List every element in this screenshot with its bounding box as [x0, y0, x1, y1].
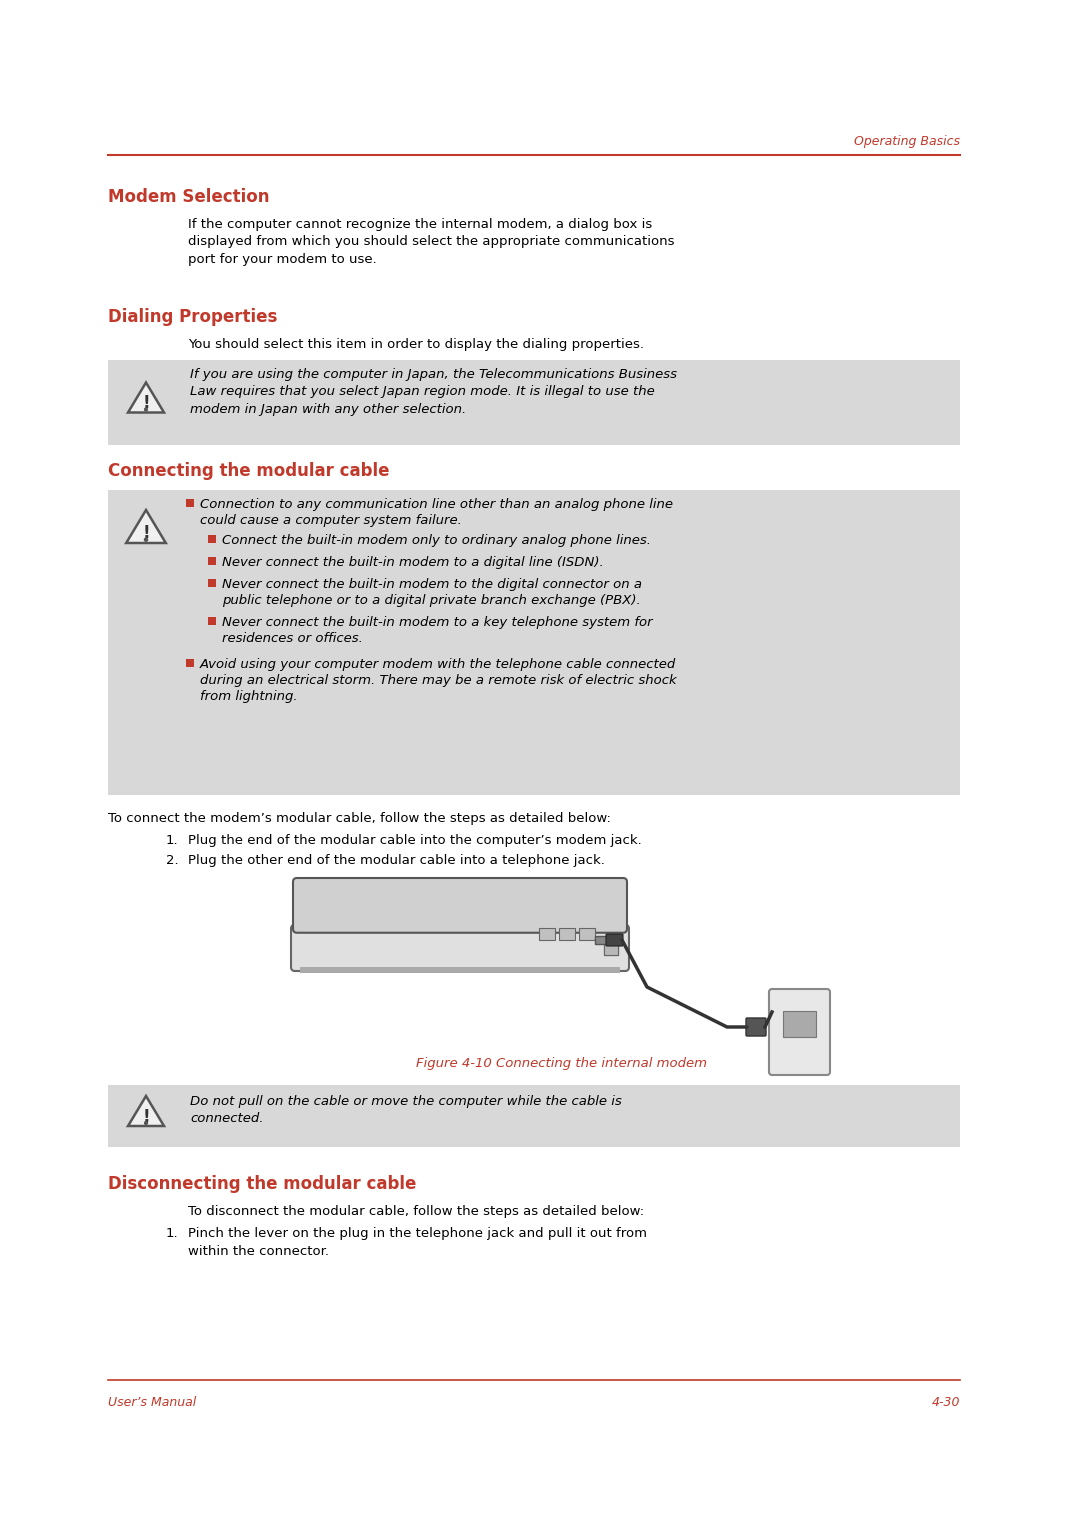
Text: 2.: 2.: [166, 854, 178, 867]
FancyBboxPatch shape: [783, 1011, 816, 1037]
Text: Never connect the built-in modem to a key telephone system for: Never connect the built-in modem to a ke…: [222, 615, 652, 629]
FancyBboxPatch shape: [604, 941, 618, 956]
FancyBboxPatch shape: [559, 928, 575, 941]
Bar: [186, 660, 194, 667]
Text: Plug the other end of the modular cable into a telephone jack.: Plug the other end of the modular cable …: [188, 854, 605, 867]
FancyBboxPatch shape: [539, 928, 555, 941]
Text: 1.: 1.: [166, 1228, 178, 1240]
FancyBboxPatch shape: [746, 1019, 766, 1035]
FancyBboxPatch shape: [300, 967, 620, 973]
Text: 1.: 1.: [166, 834, 178, 847]
Text: Never connect the built-in modem to a digital line (ISDN).: Never connect the built-in modem to a di…: [222, 556, 604, 570]
Text: If the computer cannot recognize the internal modem, a dialog box is
displayed f: If the computer cannot recognize the int…: [188, 218, 675, 266]
FancyBboxPatch shape: [769, 989, 831, 1075]
FancyBboxPatch shape: [293, 878, 627, 933]
Text: Never connect the built-in modem to the digital connector on a: Never connect the built-in modem to the …: [222, 579, 642, 591]
Circle shape: [145, 408, 147, 411]
Text: !: !: [143, 394, 150, 412]
Text: residences or offices.: residences or offices.: [222, 632, 363, 644]
Text: To connect the modem’s modular cable, follow the steps as detailed below:: To connect the modem’s modular cable, fo…: [108, 812, 611, 825]
FancyBboxPatch shape: [604, 941, 618, 956]
Text: within the connector.: within the connector.: [188, 1245, 329, 1258]
Polygon shape: [129, 1096, 164, 1125]
FancyBboxPatch shape: [108, 490, 960, 796]
Polygon shape: [129, 382, 164, 412]
FancyBboxPatch shape: [604, 941, 618, 956]
Bar: [208, 557, 216, 565]
Text: Pinch the lever on the plug in the telephone jack and pull it out from: Pinch the lever on the plug in the telep…: [188, 1228, 647, 1240]
Text: Connection to any communication line other than an analog phone line: Connection to any communication line oth…: [200, 498, 673, 512]
Text: Do not pull on the cable or move the computer while the cable is
connected.: Do not pull on the cable or move the com…: [190, 1095, 622, 1125]
Circle shape: [145, 538, 148, 541]
Text: Figure 4-10 Connecting the internal modem: Figure 4-10 Connecting the internal mode…: [416, 1057, 706, 1070]
Text: User’s Manual: User’s Manual: [108, 1396, 197, 1409]
Bar: [208, 534, 216, 544]
Text: from lightning.: from lightning.: [200, 690, 298, 702]
Text: during an electrical storm. There may be a remote risk of electric shock: during an electrical storm. There may be…: [200, 673, 677, 687]
Text: public telephone or to a digital private branch exchange (PBX).: public telephone or to a digital private…: [222, 594, 640, 608]
Text: Avoid using your computer modem with the telephone cable connected: Avoid using your computer modem with the…: [200, 658, 676, 670]
FancyBboxPatch shape: [291, 925, 629, 971]
Text: Connecting the modular cable: Connecting the modular cable: [108, 463, 390, 479]
FancyBboxPatch shape: [595, 936, 607, 944]
Text: Dialing Properties: Dialing Properties: [108, 308, 278, 325]
FancyBboxPatch shape: [579, 928, 595, 941]
Text: could cause a computer system failure.: could cause a computer system failure.: [200, 515, 462, 527]
Text: If you are using the computer in Japan, the Telecommunications Business
Law requ: If you are using the computer in Japan, …: [190, 368, 677, 415]
Text: To disconnect the modular cable, follow the steps as detailed below:: To disconnect the modular cable, follow …: [188, 1205, 644, 1219]
Text: 4-30: 4-30: [931, 1396, 960, 1409]
Polygon shape: [126, 510, 166, 544]
Bar: [186, 499, 194, 507]
Circle shape: [145, 1122, 147, 1124]
Text: Connect the built-in modem only to ordinary analog phone lines.: Connect the built-in modem only to ordin…: [222, 534, 651, 547]
Bar: [208, 579, 216, 586]
Text: Operating Basics: Operating Basics: [854, 134, 960, 148]
Text: You should select this item in order to display the dialing properties.: You should select this item in order to …: [188, 337, 644, 351]
Bar: [208, 617, 216, 625]
Text: Plug the end of the modular cable into the computer’s modem jack.: Plug the end of the modular cable into t…: [188, 834, 642, 847]
Text: !: !: [143, 1109, 150, 1125]
FancyBboxPatch shape: [606, 935, 623, 947]
Text: Disconnecting the modular cable: Disconnecting the modular cable: [108, 1174, 417, 1193]
FancyBboxPatch shape: [108, 360, 960, 444]
Text: !: !: [143, 524, 150, 542]
FancyBboxPatch shape: [108, 1086, 960, 1147]
Text: Modem Selection: Modem Selection: [108, 188, 270, 206]
